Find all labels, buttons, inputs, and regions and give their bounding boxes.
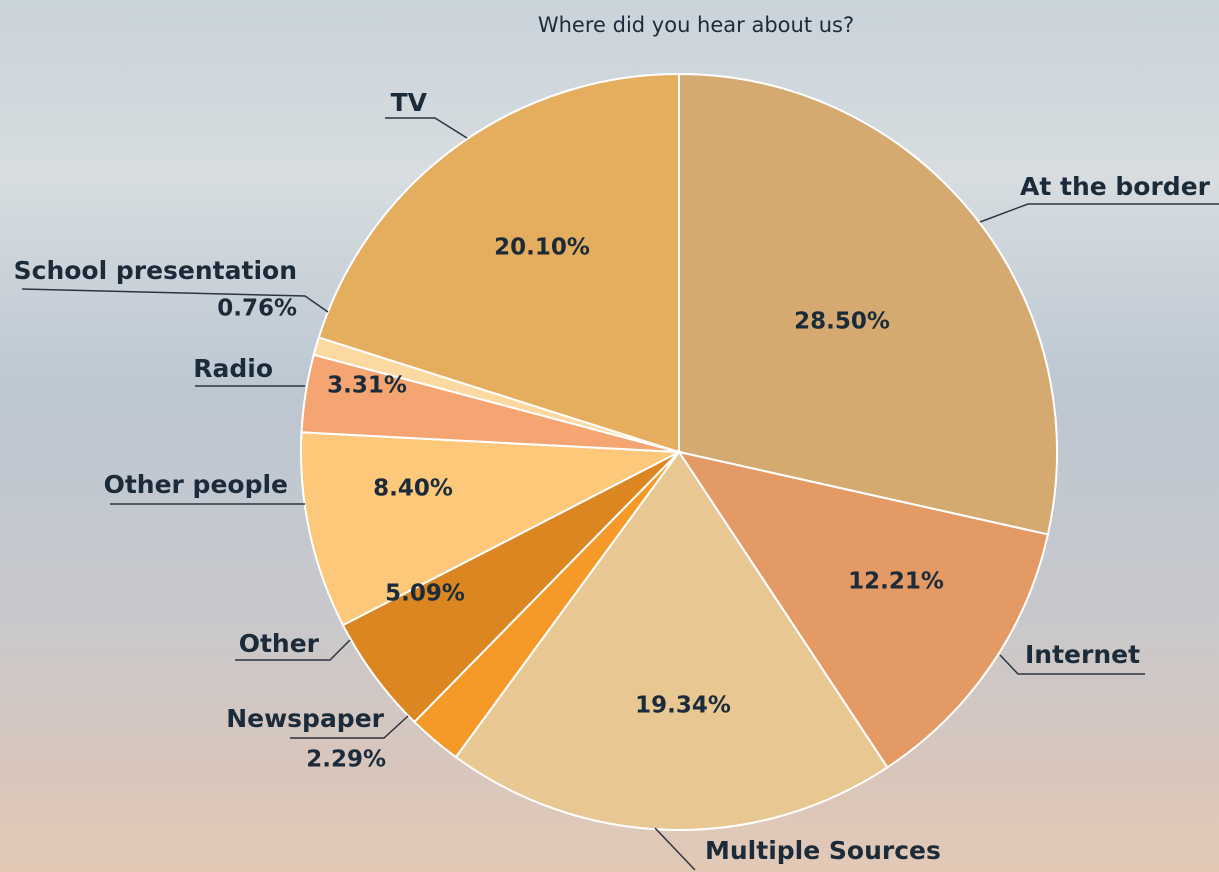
value-label: 8.40% (373, 476, 453, 502)
page: Where did you hear about us? At the bord… (0, 0, 1219, 872)
value-label: 0.76% (217, 296, 297, 322)
value-label: 2.29% (306, 747, 386, 773)
slice-label: Newspaper (226, 704, 384, 733)
leader-line (655, 828, 695, 870)
leader-line (980, 204, 1219, 222)
chart-title: Where did you hear about us? (538, 13, 854, 37)
slice-label: School presentation (14, 256, 297, 285)
value-label: 28.50% (794, 309, 890, 335)
leader-line (385, 118, 467, 138)
slice-label: Other people (104, 470, 288, 499)
slice-label: At the border (1020, 172, 1211, 201)
value-label: 3.31% (327, 373, 407, 399)
slice-label: Multiple Sources (705, 836, 941, 865)
chart: Where did you hear about us? At the bord… (0, 0, 1219, 872)
slice-label: Internet (1025, 640, 1140, 669)
slice-label: Radio (193, 354, 273, 383)
value-label: 19.34% (635, 693, 731, 719)
slice-label: TV (391, 88, 428, 117)
slice-label: Other (239, 629, 320, 658)
value-label: 5.09% (385, 581, 465, 607)
value-label: 20.10% (494, 235, 590, 261)
value-label: 12.21% (848, 569, 944, 595)
